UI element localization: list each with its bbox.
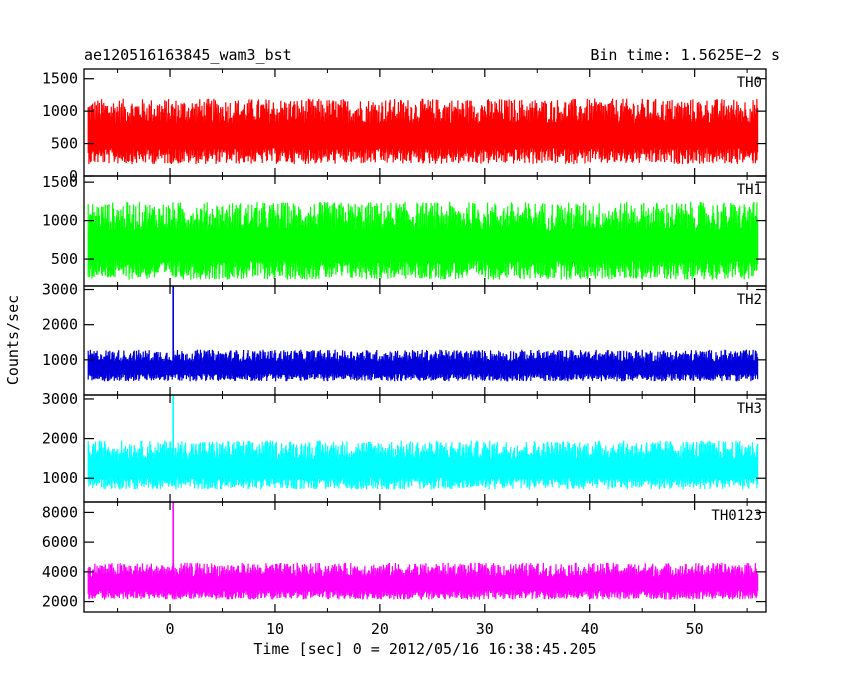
y-tick-label: 3000 (42, 390, 78, 408)
y-tick-label: 500 (51, 250, 78, 268)
panel-label-th3: TH3 (737, 401, 762, 417)
panel-th0: 0 500 1000 1500 TH0 (42, 68, 767, 185)
panel-label-th0123: TH0123 (711, 508, 762, 524)
y-tick-label: 1000 (42, 102, 78, 120)
panel-label-th0: TH0 (737, 75, 762, 91)
x-tick-label: 10 (266, 620, 284, 638)
y-tick-label: 3000 (42, 281, 78, 299)
x-tick-label: 40 (581, 620, 599, 638)
y-tick-label: 2000 (42, 593, 78, 611)
y-tick-label: 2000 (42, 430, 78, 448)
panel-th3: 1000 2000 3000 TH3 (42, 390, 767, 503)
panel-th2: 1000 2000 3000 TH2 (42, 281, 767, 396)
y-tick-label: 8000 (42, 503, 78, 521)
panel-label-th1: TH1 (737, 182, 762, 198)
x-axis-label: Time [sec] 0 = 2012/05/16 16:38:45.205 (253, 640, 596, 658)
x-tick-label: 50 (686, 620, 704, 638)
series-core-th3 (88, 458, 758, 478)
y-tick-label: 1500 (42, 70, 78, 88)
y-tick-label: 2000 (42, 316, 78, 334)
x-tick-label: 0 (166, 620, 175, 638)
series-core-th0123 (88, 576, 758, 591)
panel-th1: 500 1000 1500 TH1 (42, 173, 767, 287)
y-tick-label: 6000 (42, 533, 78, 551)
x-tick-label: 30 (476, 620, 494, 638)
panel-frame (83, 501, 767, 613)
panel-th0123: 2000 4000 6000 8000 TH0123 (42, 501, 767, 613)
panel-label-th2: TH2 (737, 292, 762, 308)
y-tick-label: 4000 (42, 563, 78, 581)
x-tick-label: 20 (371, 620, 389, 638)
chart-title-left: ae120516163845_wam3_bst (84, 46, 292, 64)
y-tick-label: 1500 (42, 173, 78, 191)
y-tick-label: 1000 (42, 351, 78, 369)
y-tick-label: 500 (51, 135, 78, 153)
y-tick-label: 1000 (42, 469, 78, 487)
y-tick-label: 1000 (42, 212, 78, 230)
chart-title-right: Bin time: 1.5625E−2 s (590, 46, 780, 64)
x-axis: 0 10 20 30 40 50 (166, 620, 704, 638)
series-core-th2 (88, 361, 758, 374)
series-core-th0 (88, 123, 758, 149)
y-axis-label: Counts/sec (4, 295, 22, 385)
series-core-th1 (88, 231, 758, 261)
panels-group: 0 500 1000 1500 TH0 500 1000 1500 TH1 1000 2000 300… (42, 68, 767, 613)
y-tick-label: 0 (69, 167, 78, 185)
